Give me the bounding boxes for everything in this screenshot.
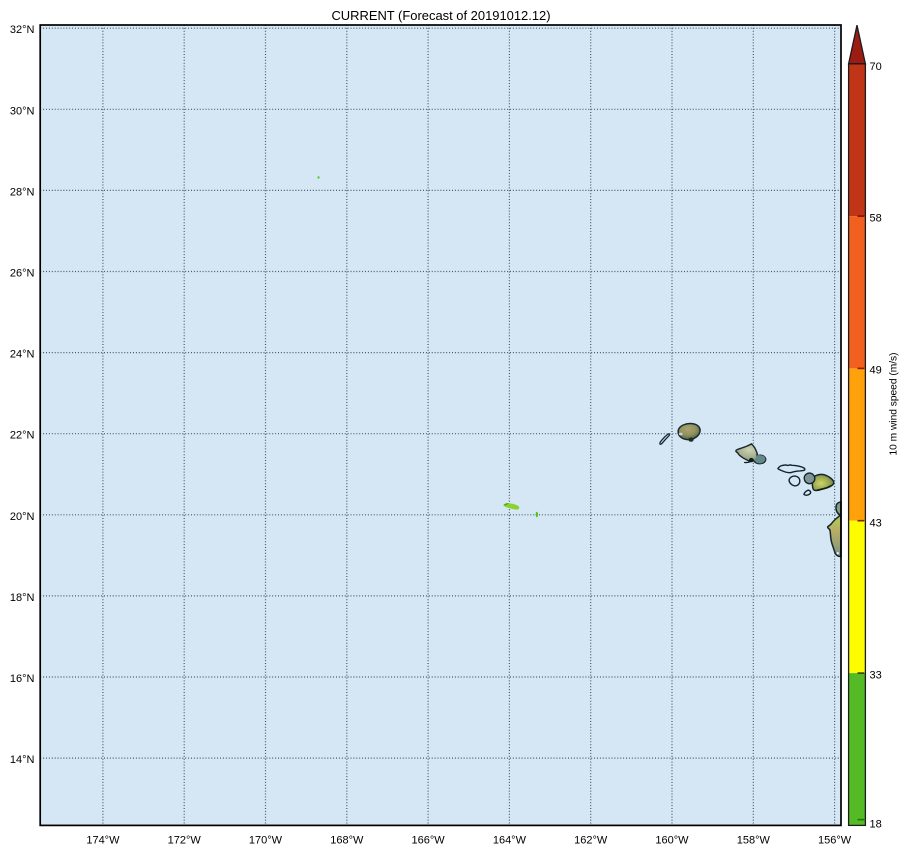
svg-text:20°N: 20°N [10, 511, 35, 523]
svg-text:18: 18 [870, 818, 882, 830]
svg-text:160°W: 160°W [655, 835, 689, 847]
svg-text:58: 58 [870, 213, 882, 225]
svg-text:33: 33 [870, 670, 882, 682]
svg-text:43: 43 [870, 518, 882, 530]
svg-text:14°N: 14°N [10, 754, 35, 766]
svg-text:170°W: 170°W [249, 835, 283, 847]
svg-text:162°W: 162°W [574, 835, 608, 847]
svg-text:26°N: 26°N [10, 268, 35, 280]
svg-text:172°W: 172°W [168, 835, 202, 847]
svg-text:168°W: 168°W [330, 835, 364, 847]
svg-text:158°W: 158°W [737, 835, 771, 847]
svg-text:28°N: 28°N [10, 186, 35, 198]
svg-text:CURRENT (Forecast of 20191012.: CURRENT (Forecast of 20191012.12) [331, 8, 550, 23]
svg-text:30°N: 30°N [10, 105, 35, 117]
svg-text:164°W: 164°W [493, 835, 527, 847]
svg-text:49: 49 [870, 365, 882, 377]
svg-text:156°W: 156°W [818, 835, 852, 847]
svg-text:174°W: 174°W [86, 835, 120, 847]
svg-text:10 m wind speed (m/s): 10 m wind speed (m/s) [888, 352, 899, 455]
svg-text:22°N: 22°N [10, 430, 35, 442]
svg-text:32°N: 32°N [10, 24, 35, 36]
svg-text:24°N: 24°N [10, 349, 35, 361]
svg-text:18°N: 18°N [10, 592, 35, 604]
svg-text:166°W: 166°W [412, 835, 446, 847]
svg-text:70: 70 [870, 61, 882, 73]
svg-text:16°N: 16°N [10, 673, 35, 685]
